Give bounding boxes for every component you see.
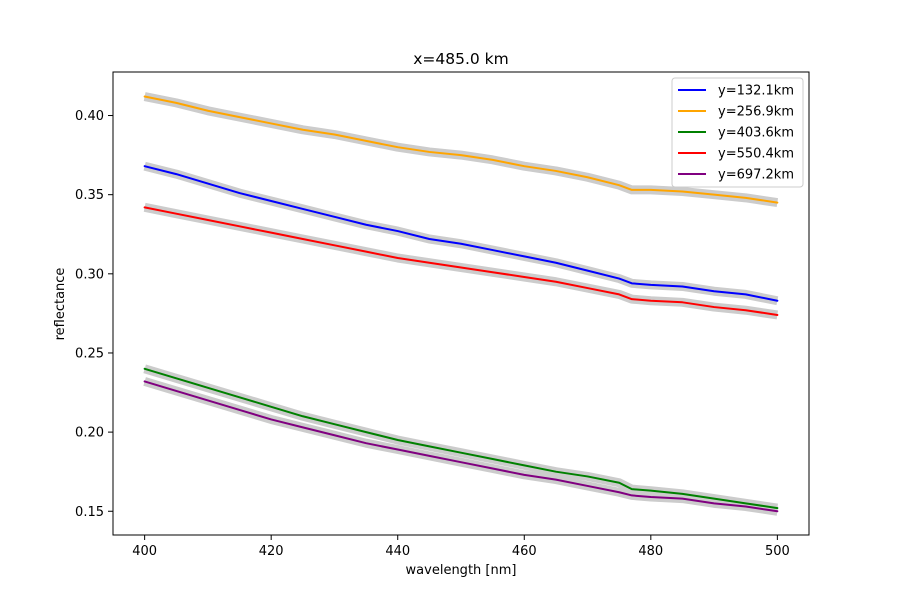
legend: y=132.1km y=256.9km y=403.6km y=550.4km y=69… [671,77,804,188]
legend-label: y=256.9km [718,105,794,120]
x-axis: 400 420 440 460 480 500 [132,535,790,559]
legend-label: y=697.2km [718,168,794,183]
series-line [143,206,779,316]
y-tick-label: 0.20 [75,426,104,441]
x-tick-label: 500 [765,544,790,559]
legend-entries: y=132.1km y=256.9km y=403.6km y=550.4km y=69… [678,84,794,183]
legend-label: y=550.4km [718,147,794,162]
x-tick-label: 400 [132,544,157,559]
plot-area [143,92,779,516]
x-tick-label: 420 [259,544,284,559]
series-line [143,367,779,510]
legend-label: y=132.1km [718,84,794,99]
x-axis-label: wavelength [nm] [406,563,517,578]
axes-frame [112,71,810,536]
x-tick-label: 460 [512,544,537,559]
x-tick-label: 480 [638,544,663,559]
chart-title: x=485.0 km [413,50,509,68]
series-line [143,380,779,513]
series-line [143,165,779,302]
y-axis-label: reflectance [53,268,68,341]
y-tick-label: 0.35 [75,188,104,203]
x-tick-label: 440 [385,544,410,559]
legend-box [671,77,804,188]
legend-label: y=403.6km [718,126,794,141]
series-lines [143,95,779,513]
y-tick-label: 0.15 [75,505,104,520]
series-line [143,95,779,204]
y-tick-label: 0.25 [75,346,104,361]
y-tick-label: 0.30 [75,267,104,282]
y-tick-label: 0.40 [75,109,104,124]
y-axis: 0.15 0.20 0.25 0.30 0.35 0.40 [75,109,113,520]
